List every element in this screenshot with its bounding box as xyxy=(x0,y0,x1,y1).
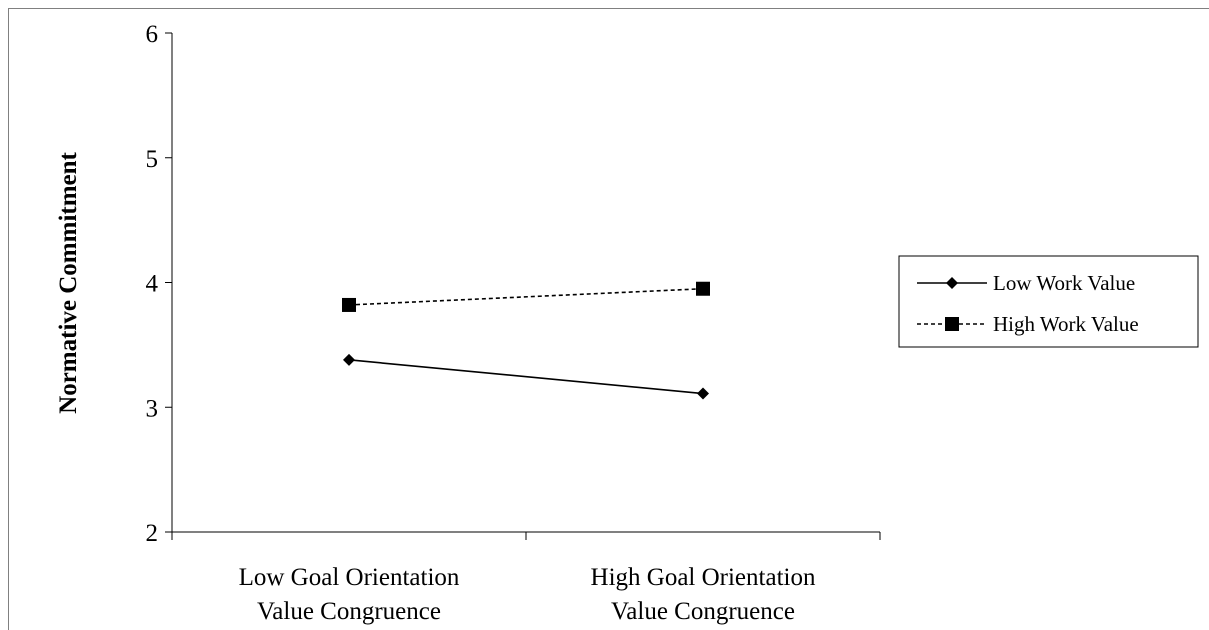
series-line xyxy=(348,359,704,395)
x-tick-label: Value Congruence xyxy=(611,598,795,625)
x-ticks: Low Goal Orientation Value Congruence High… xyxy=(171,532,881,625)
axes xyxy=(171,33,880,533)
x-tick-label: Low Goal Orientation xyxy=(239,564,460,591)
data-point-marker xyxy=(342,297,356,312)
data-point-marker xyxy=(697,387,709,400)
y-tick-label: 4 xyxy=(146,271,159,298)
y-axis-label: Normative Commitment xyxy=(55,151,82,413)
legend-marker xyxy=(945,317,959,331)
legend-label: High Work Value xyxy=(993,312,1139,336)
data-point-marker xyxy=(696,281,710,296)
y-tick-label: 6 xyxy=(146,21,159,48)
x-tick-label: Value Congruence xyxy=(257,598,441,625)
data-point-marker xyxy=(343,353,355,366)
legend-box xyxy=(898,255,1199,348)
y-tick-label: 2 xyxy=(146,520,159,547)
chart-frame xyxy=(8,8,1209,630)
series-low-work-value xyxy=(343,353,709,400)
legend: Low Work Value High Work Value xyxy=(898,255,1199,348)
legend-item: High Work Value xyxy=(917,312,1139,336)
legend-marker xyxy=(946,277,958,289)
series-high-work-value xyxy=(342,281,710,312)
x-tick-label: High Goal Orientation xyxy=(591,564,816,591)
y-tick-label: 3 xyxy=(146,395,159,422)
legend-label: Low Work Value xyxy=(993,271,1135,295)
series-line xyxy=(348,287,704,306)
legend-item: Low Work Value xyxy=(917,271,1135,295)
y-tick-label: 5 xyxy=(146,146,159,173)
series-group xyxy=(342,281,710,400)
y-ticks: 2 3 4 5 6 xyxy=(146,21,172,547)
